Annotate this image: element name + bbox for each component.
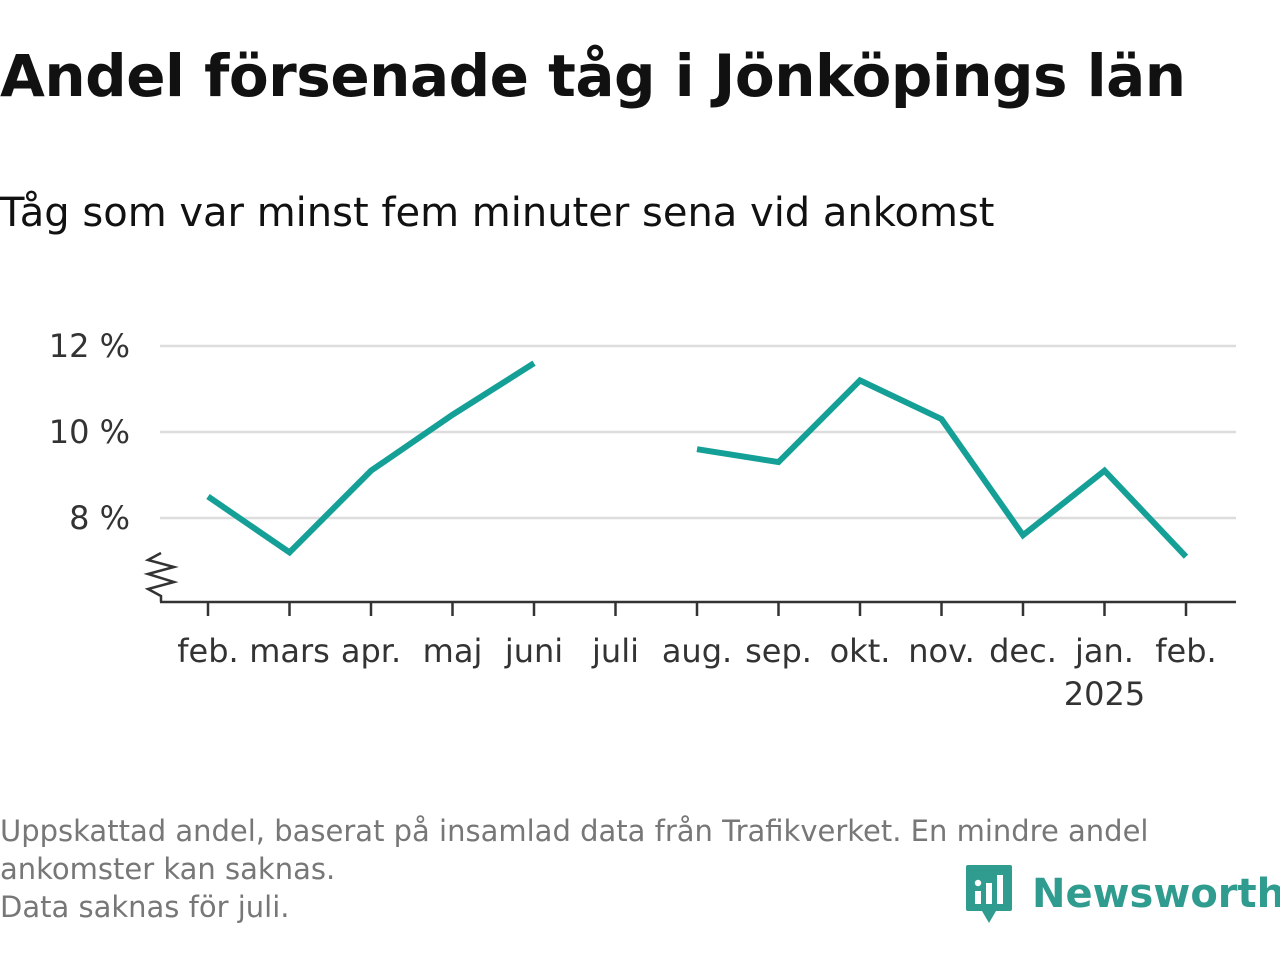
series-lines [206, 360, 1189, 559]
newsworthy-logo-icon [966, 865, 1012, 923]
gridlines [160, 344, 1236, 520]
line-chart: 8 % 10 % 12 % feb. mars apr. maj juni juli aug. s… [49, 327, 1236, 713]
footnote-line-1: Uppskattad andel, baserat på insamlad da… [0, 814, 1149, 848]
series-line-segment-1 [206, 360, 536, 557]
x-tick-label: nov. [908, 632, 974, 670]
series-line-segment-2 [696, 376, 1189, 559]
x-tick-label: apr. [341, 632, 401, 670]
footnote: Uppskattad andel, baserat på insamlad da… [0, 812, 1270, 926]
y-axis-labels: 8 % 10 % 12 % [49, 327, 130, 537]
axis-break-icon [143, 551, 179, 602]
x-tick-label: feb. [1155, 632, 1216, 670]
x-tick-label: feb. [177, 632, 238, 670]
chart-subtitle: Tåg som var minst fem minuter sena vid a… [0, 190, 995, 236]
x-axis: feb. mars apr. maj juni juli aug. sep. okt. nov. d… [143, 551, 1236, 713]
x-tick-label: jan. [1074, 632, 1134, 670]
x-tick-label: mars [249, 632, 330, 670]
chart-title: Andel försenade tåg i Jönköpings län [0, 42, 1186, 110]
x-year-label: 2025 [1064, 675, 1145, 713]
x-tick-label: sep. [745, 632, 812, 670]
x-tick-label: okt. [830, 632, 891, 670]
y-tick-label-8: 8 % [69, 499, 130, 537]
x-tick-label: maj [423, 632, 483, 670]
newsworthy-brand: Newsworthy [964, 862, 1280, 926]
brand-name: Newsworthy [1032, 871, 1280, 917]
footnote-line-2: ankomster kan saknas. [0, 852, 336, 886]
x-tick-label: juni [504, 632, 563, 670]
x-tick-label: juli [591, 632, 639, 670]
y-tick-label-10: 10 % [49, 413, 130, 451]
x-tick-label: dec. [989, 632, 1057, 670]
x-tick-label: aug. [662, 632, 732, 670]
footnote-line-3: Data saknas för juli. [0, 890, 290, 924]
y-tick-label-12: 12 % [49, 327, 130, 365]
